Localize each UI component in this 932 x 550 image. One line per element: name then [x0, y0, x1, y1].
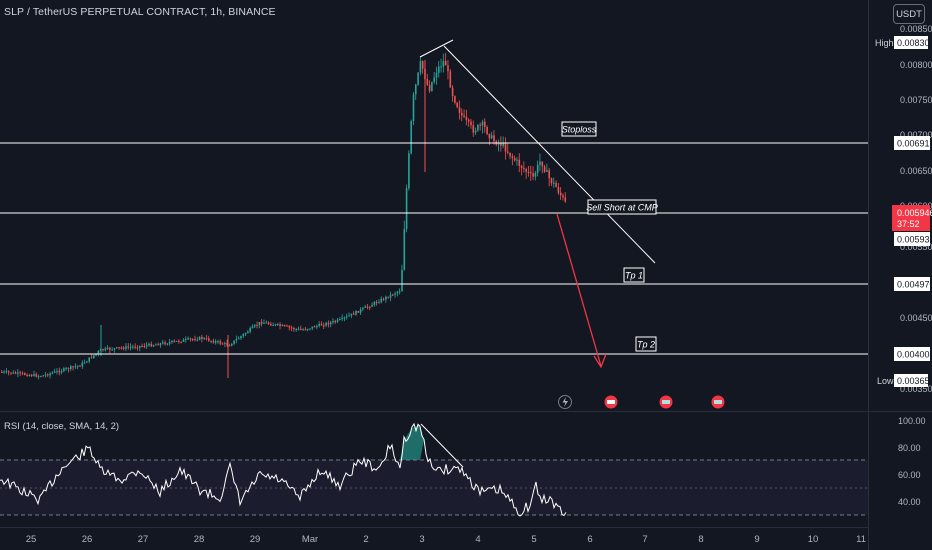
- earnings-icon[interactable]: [711, 395, 725, 409]
- time-tick: 2: [363, 534, 368, 545]
- projection-arrow[interactable]: [556, 213, 607, 369]
- bar-countdown: 37:52: [897, 219, 920, 229]
- current-price-badge: 0.005946 37:52: [892, 205, 932, 231]
- time-tick: 4: [475, 534, 480, 545]
- high-marker: High 0.008306: [872, 36, 932, 49]
- time-tick: 3: [419, 534, 424, 545]
- time-tick: 9: [754, 534, 759, 545]
- time-tick: 25: [26, 534, 37, 545]
- time-tick: 7: [642, 534, 647, 545]
- tp1-price-badge: 0.004970: [894, 277, 932, 291]
- rsi-axis[interactable]: 100.00 80.00 60.00 40.00: [898, 416, 926, 507]
- time-tick: 5: [531, 534, 536, 545]
- rsi-tick: 40.00: [898, 497, 921, 507]
- time-tick: 28: [194, 534, 205, 545]
- candles-layer: [1, 52, 567, 380]
- level-lines: [0, 142, 868, 355]
- low-marker: Low 0.003657: [877, 374, 932, 387]
- time-tick: 6: [587, 534, 592, 545]
- tp2-label[interactable]: Tp 2: [635, 336, 657, 352]
- rsi-tick: 60.00: [898, 470, 921, 480]
- chart-title: SLP / TetherUS PERPETUAL CONTRACT, 1h, B…: [4, 6, 276, 18]
- time-axis[interactable]: 25 26 27 28 29 Mar 2 3 4 5 6 7 8 9 10 11: [26, 534, 866, 545]
- stoploss-label[interactable]: Stoploss: [561, 121, 597, 137]
- tp2-price-badge: 0.004008: [894, 347, 932, 361]
- low-label: Low: [877, 376, 894, 386]
- sell-level-value: 0.005932: [897, 235, 932, 245]
- rsi-line: [0, 422, 567, 517]
- tp1-value: 0.004970: [897, 280, 932, 290]
- rsi-trendline[interactable]: [420, 423, 464, 468]
- stoploss-text: Stoploss: [562, 125, 597, 135]
- time-tick: 11: [856, 534, 866, 545]
- lightning-icon[interactable]: [558, 395, 572, 409]
- stoploss-value: 0.006916: [897, 139, 932, 149]
- time-tick: Mar: [302, 534, 318, 545]
- price-tick: 0.003500: [900, 384, 932, 394]
- high-label: High: [875, 38, 894, 48]
- tp2-value: 0.004008: [897, 350, 932, 360]
- sell-short-label[interactable]: Sell Short at CMP: [586, 199, 658, 215]
- tp2-text: Tp 2: [637, 340, 655, 350]
- current-price: 0.005946: [897, 208, 932, 218]
- sell-short-text: Sell Short at CMP: [586, 203, 658, 213]
- currency-button[interactable]: USDT: [893, 4, 925, 24]
- tp1-text: Tp 1: [625, 271, 643, 281]
- low-value: 0.003657: [897, 376, 932, 386]
- top-trendline[interactable]: [419, 39, 454, 58]
- earnings-icon[interactable]: [659, 395, 673, 409]
- high-value: 0.008306: [897, 38, 932, 48]
- stoploss-price-badge: 0.006916: [894, 136, 932, 150]
- rsi-overbought-fill: [400, 425, 424, 460]
- sell-level-price-badge: 0.005932: [894, 232, 932, 246]
- time-tick: 10: [808, 534, 819, 545]
- time-tick: 27: [138, 534, 149, 545]
- time-tick: 8: [698, 534, 703, 545]
- rsi-indicator-label[interactable]: RSI (14, close, SMA, 14, 2): [4, 421, 120, 432]
- rsi-tick: 80.00: [898, 443, 921, 453]
- rsi-tick: 100.00: [898, 416, 926, 426]
- time-tick: 26: [82, 534, 93, 545]
- time-tick: 29: [250, 534, 261, 545]
- descending-trendline[interactable]: [443, 45, 656, 264]
- earnings-icon[interactable]: [604, 395, 618, 409]
- tp1-label[interactable]: Tp 1: [623, 267, 645, 283]
